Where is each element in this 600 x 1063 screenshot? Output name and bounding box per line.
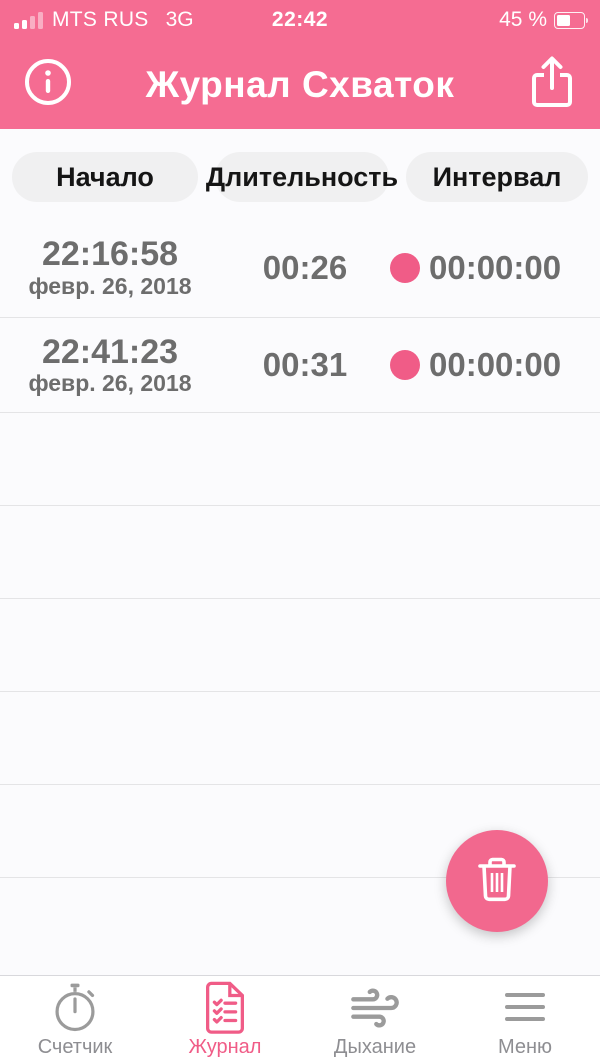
battery-icon	[554, 11, 588, 29]
info-button[interactable]	[20, 57, 76, 113]
carrier-label: MTS RUS	[52, 8, 149, 31]
breathing-icon	[349, 981, 401, 1035]
tab-bar: Счетчик Журнал	[0, 975, 600, 1063]
contractions-list: 22:16:58 февр. 26, 2018 00:26 00:00:00 2…	[0, 218, 600, 878]
column-header-interval[interactable]: Интервал	[406, 152, 588, 202]
empty-row	[0, 506, 600, 599]
empty-row	[0, 785, 600, 878]
column-header-duration[interactable]: Длительность	[206, 152, 398, 202]
empty-row	[0, 692, 600, 785]
tab-menu[interactable]: Меню	[450, 976, 600, 1063]
start-time: 22:16:58	[41, 235, 179, 274]
duration-cell: 00:31	[262, 346, 348, 383]
navigation-bar: Журнал Схваток	[0, 40, 600, 129]
status-left: MTS RUS 3G	[14, 0, 194, 40]
empty-row	[0, 413, 600, 506]
page-title: Журнал Схваток	[145, 63, 455, 105]
interval-dot-icon	[390, 350, 420, 380]
tab-journal[interactable]: Журнал	[150, 976, 300, 1063]
tab-label: Журнал	[188, 1036, 262, 1058]
tab-label: Счетчик	[37, 1036, 113, 1058]
journal-icon	[203, 981, 247, 1035]
share-icon	[529, 55, 575, 114]
clock-label: 22:42	[271, 8, 329, 31]
start-cell: 22:41:23 февр. 26, 2018	[0, 332, 220, 397]
tab-label: Дыхание	[333, 1036, 417, 1058]
start-time: 22:41:23	[41, 332, 179, 371]
empty-rows-area	[0, 413, 600, 878]
status-right: 45 %	[499, 0, 588, 40]
network-type-label: 3G	[165, 8, 194, 31]
signal-strength-icon	[14, 11, 43, 29]
tab-breathing[interactable]: Дыхание	[300, 976, 450, 1063]
battery-percent-label: 45 %	[499, 8, 547, 31]
interval-cell: 00:00:00	[390, 249, 600, 287]
interval-cell: 00:00:00	[390, 346, 600, 384]
trash-icon	[476, 855, 518, 908]
share-button[interactable]	[524, 55, 580, 114]
delete-all-button[interactable]	[446, 830, 548, 932]
start-date: февр. 26, 2018	[28, 370, 192, 397]
column-headers: Начало Длительность Интервал	[0, 152, 600, 202]
interval-value: 00:00:00	[429, 346, 562, 383]
tab-counter[interactable]: Счетчик	[0, 976, 150, 1063]
table-row[interactable]: 22:41:23 февр. 26, 2018 00:31 00:00:00	[0, 318, 600, 413]
empty-row	[0, 599, 600, 692]
start-date: февр. 26, 2018	[28, 272, 192, 299]
tab-label: Меню	[497, 1036, 553, 1058]
interval-value: 00:00:00	[429, 248, 562, 286]
interval-dot-icon	[390, 252, 420, 283]
info-icon	[23, 57, 73, 112]
status-bar: MTS RUS 3G 22:42 45 %	[0, 0, 600, 40]
start-cell: 22:16:58 февр. 26, 2018	[0, 235, 220, 299]
stopwatch-icon	[50, 981, 100, 1035]
duration-cell: 00:26	[262, 248, 348, 286]
table-row[interactable]: 22:16:58 февр. 26, 2018 00:26 00:00:00	[0, 218, 600, 318]
column-header-start[interactable]: Начало	[12, 152, 198, 202]
menu-icon	[501, 981, 549, 1035]
